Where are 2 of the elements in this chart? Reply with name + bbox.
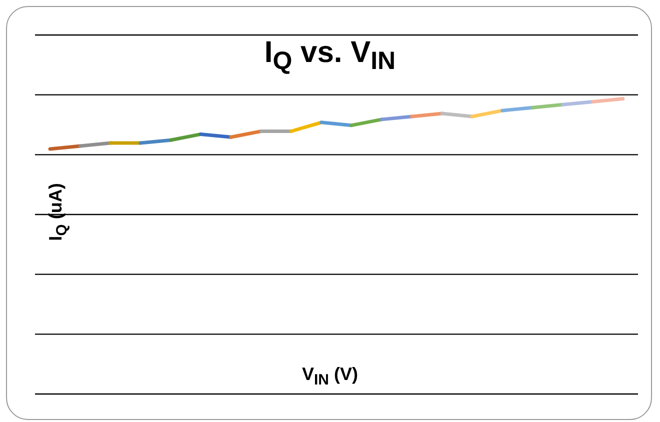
chart-title: I$_{Q}$ vs. V$_{IN}$ — [263, 36, 397, 76]
x-axis-title: V$_{IN}$ (V) — [300, 364, 359, 389]
